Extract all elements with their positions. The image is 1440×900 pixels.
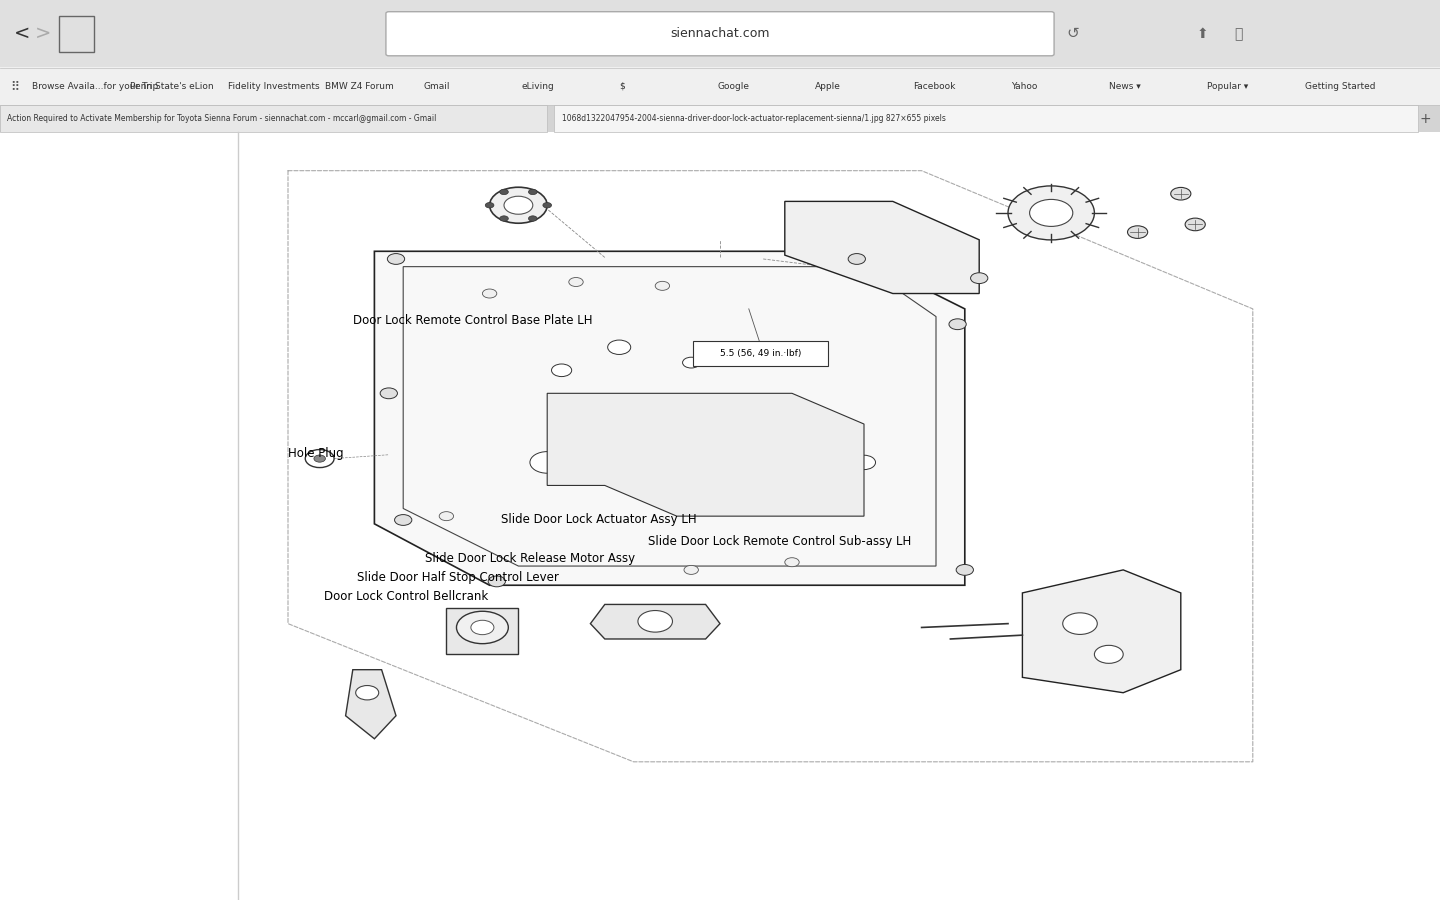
Text: +: + xyxy=(1420,112,1431,126)
Circle shape xyxy=(608,340,631,355)
Bar xyxy=(0,68,1440,105)
Circle shape xyxy=(753,479,773,491)
Circle shape xyxy=(852,455,876,470)
Text: Action Required to Activate Membership for Toyota Sienna Forum - siennachat.com : Action Required to Activate Membership f… xyxy=(7,114,436,123)
Polygon shape xyxy=(785,202,979,293)
Text: Browse Availa...for your Trip: Browse Availa...for your Trip xyxy=(32,82,158,91)
Polygon shape xyxy=(346,670,396,739)
Circle shape xyxy=(482,289,497,298)
Circle shape xyxy=(1171,187,1191,200)
Text: Slide Door Lock Remote Control Sub-assy LH: Slide Door Lock Remote Control Sub-assy … xyxy=(648,535,912,548)
Circle shape xyxy=(827,418,844,429)
Circle shape xyxy=(528,216,537,221)
Text: Slide Door Lock Actuator Assy LH: Slide Door Lock Actuator Assy LH xyxy=(501,514,697,526)
Text: ⠿: ⠿ xyxy=(10,80,19,93)
Text: Slide Door Half Stop Control Lever: Slide Door Half Stop Control Lever xyxy=(357,572,559,584)
Circle shape xyxy=(634,415,662,433)
Circle shape xyxy=(395,515,412,526)
Circle shape xyxy=(1094,645,1123,663)
Text: Popular ▾: Popular ▾ xyxy=(1207,82,1248,91)
Text: ⧉: ⧉ xyxy=(1234,27,1243,40)
Circle shape xyxy=(1185,218,1205,230)
Text: Door Lock Control Bellcrank: Door Lock Control Bellcrank xyxy=(324,590,488,603)
Circle shape xyxy=(490,187,547,223)
Circle shape xyxy=(1063,613,1097,634)
Text: Facebook: Facebook xyxy=(913,82,955,91)
Circle shape xyxy=(543,202,552,208)
Circle shape xyxy=(356,686,379,700)
Circle shape xyxy=(949,319,966,329)
Circle shape xyxy=(683,357,700,368)
Circle shape xyxy=(638,610,672,632)
Text: ⬆: ⬆ xyxy=(1197,27,1208,40)
Circle shape xyxy=(530,452,564,473)
FancyBboxPatch shape xyxy=(693,341,828,366)
FancyBboxPatch shape xyxy=(554,105,1418,132)
Circle shape xyxy=(314,455,325,463)
Text: ↺: ↺ xyxy=(1067,26,1079,41)
Polygon shape xyxy=(547,393,864,517)
Bar xyxy=(0,132,1440,900)
Circle shape xyxy=(971,273,988,284)
Text: 1068d1322047954-2004-sienna-driver-door-lock-actuator-replacement-sienna/1.jpg 8: 1068d1322047954-2004-sienna-driver-door-… xyxy=(562,114,946,123)
Circle shape xyxy=(471,620,494,634)
FancyBboxPatch shape xyxy=(0,0,1440,68)
Text: Google: Google xyxy=(717,82,749,91)
Circle shape xyxy=(1008,186,1094,240)
Polygon shape xyxy=(374,251,965,585)
Circle shape xyxy=(1128,226,1148,239)
Circle shape xyxy=(488,576,505,587)
Text: Getting Started: Getting Started xyxy=(1305,82,1375,91)
Circle shape xyxy=(848,254,865,265)
Text: $: $ xyxy=(619,82,625,91)
Circle shape xyxy=(500,189,508,194)
Text: Apple: Apple xyxy=(815,82,841,91)
Circle shape xyxy=(1030,200,1073,227)
Circle shape xyxy=(456,611,508,644)
Circle shape xyxy=(305,450,334,468)
FancyBboxPatch shape xyxy=(0,105,547,132)
Polygon shape xyxy=(1022,570,1181,693)
Circle shape xyxy=(684,565,698,574)
Polygon shape xyxy=(446,608,518,654)
FancyBboxPatch shape xyxy=(386,12,1054,56)
Text: Slide Door Lock Release Motor Assy: Slide Door Lock Release Motor Assy xyxy=(425,552,635,565)
Text: siennachat.com: siennachat.com xyxy=(670,27,770,40)
Circle shape xyxy=(500,216,508,221)
Circle shape xyxy=(655,282,670,291)
Text: <: < xyxy=(13,24,30,43)
Circle shape xyxy=(569,277,583,286)
Circle shape xyxy=(387,254,405,265)
Text: Penn State's eLion: Penn State's eLion xyxy=(130,82,213,91)
Circle shape xyxy=(622,471,645,485)
Text: Fidelity Investments: Fidelity Investments xyxy=(228,82,320,91)
Circle shape xyxy=(485,202,494,208)
Circle shape xyxy=(504,196,533,214)
Circle shape xyxy=(726,434,743,445)
Circle shape xyxy=(380,388,397,399)
Circle shape xyxy=(552,364,572,376)
Circle shape xyxy=(710,395,730,408)
Circle shape xyxy=(528,189,537,194)
Text: eLiving: eLiving xyxy=(521,82,554,91)
Polygon shape xyxy=(590,605,720,639)
Circle shape xyxy=(785,558,799,567)
Circle shape xyxy=(956,564,973,575)
Circle shape xyxy=(439,511,454,520)
Text: Yahoo: Yahoo xyxy=(1011,82,1037,91)
Text: News ▾: News ▾ xyxy=(1109,82,1140,91)
FancyBboxPatch shape xyxy=(59,16,94,51)
Text: Hole Plug: Hole Plug xyxy=(288,446,344,460)
Text: 5.5 (56, 49 in.·lbf): 5.5 (56, 49 in.·lbf) xyxy=(720,349,801,358)
Text: Door Lock Remote Control Base Plate LH: Door Lock Remote Control Base Plate LH xyxy=(353,314,592,327)
Text: >: > xyxy=(35,24,52,43)
Text: BMW Z4 Forum: BMW Z4 Forum xyxy=(325,82,395,91)
Text: Gmail: Gmail xyxy=(423,82,449,91)
